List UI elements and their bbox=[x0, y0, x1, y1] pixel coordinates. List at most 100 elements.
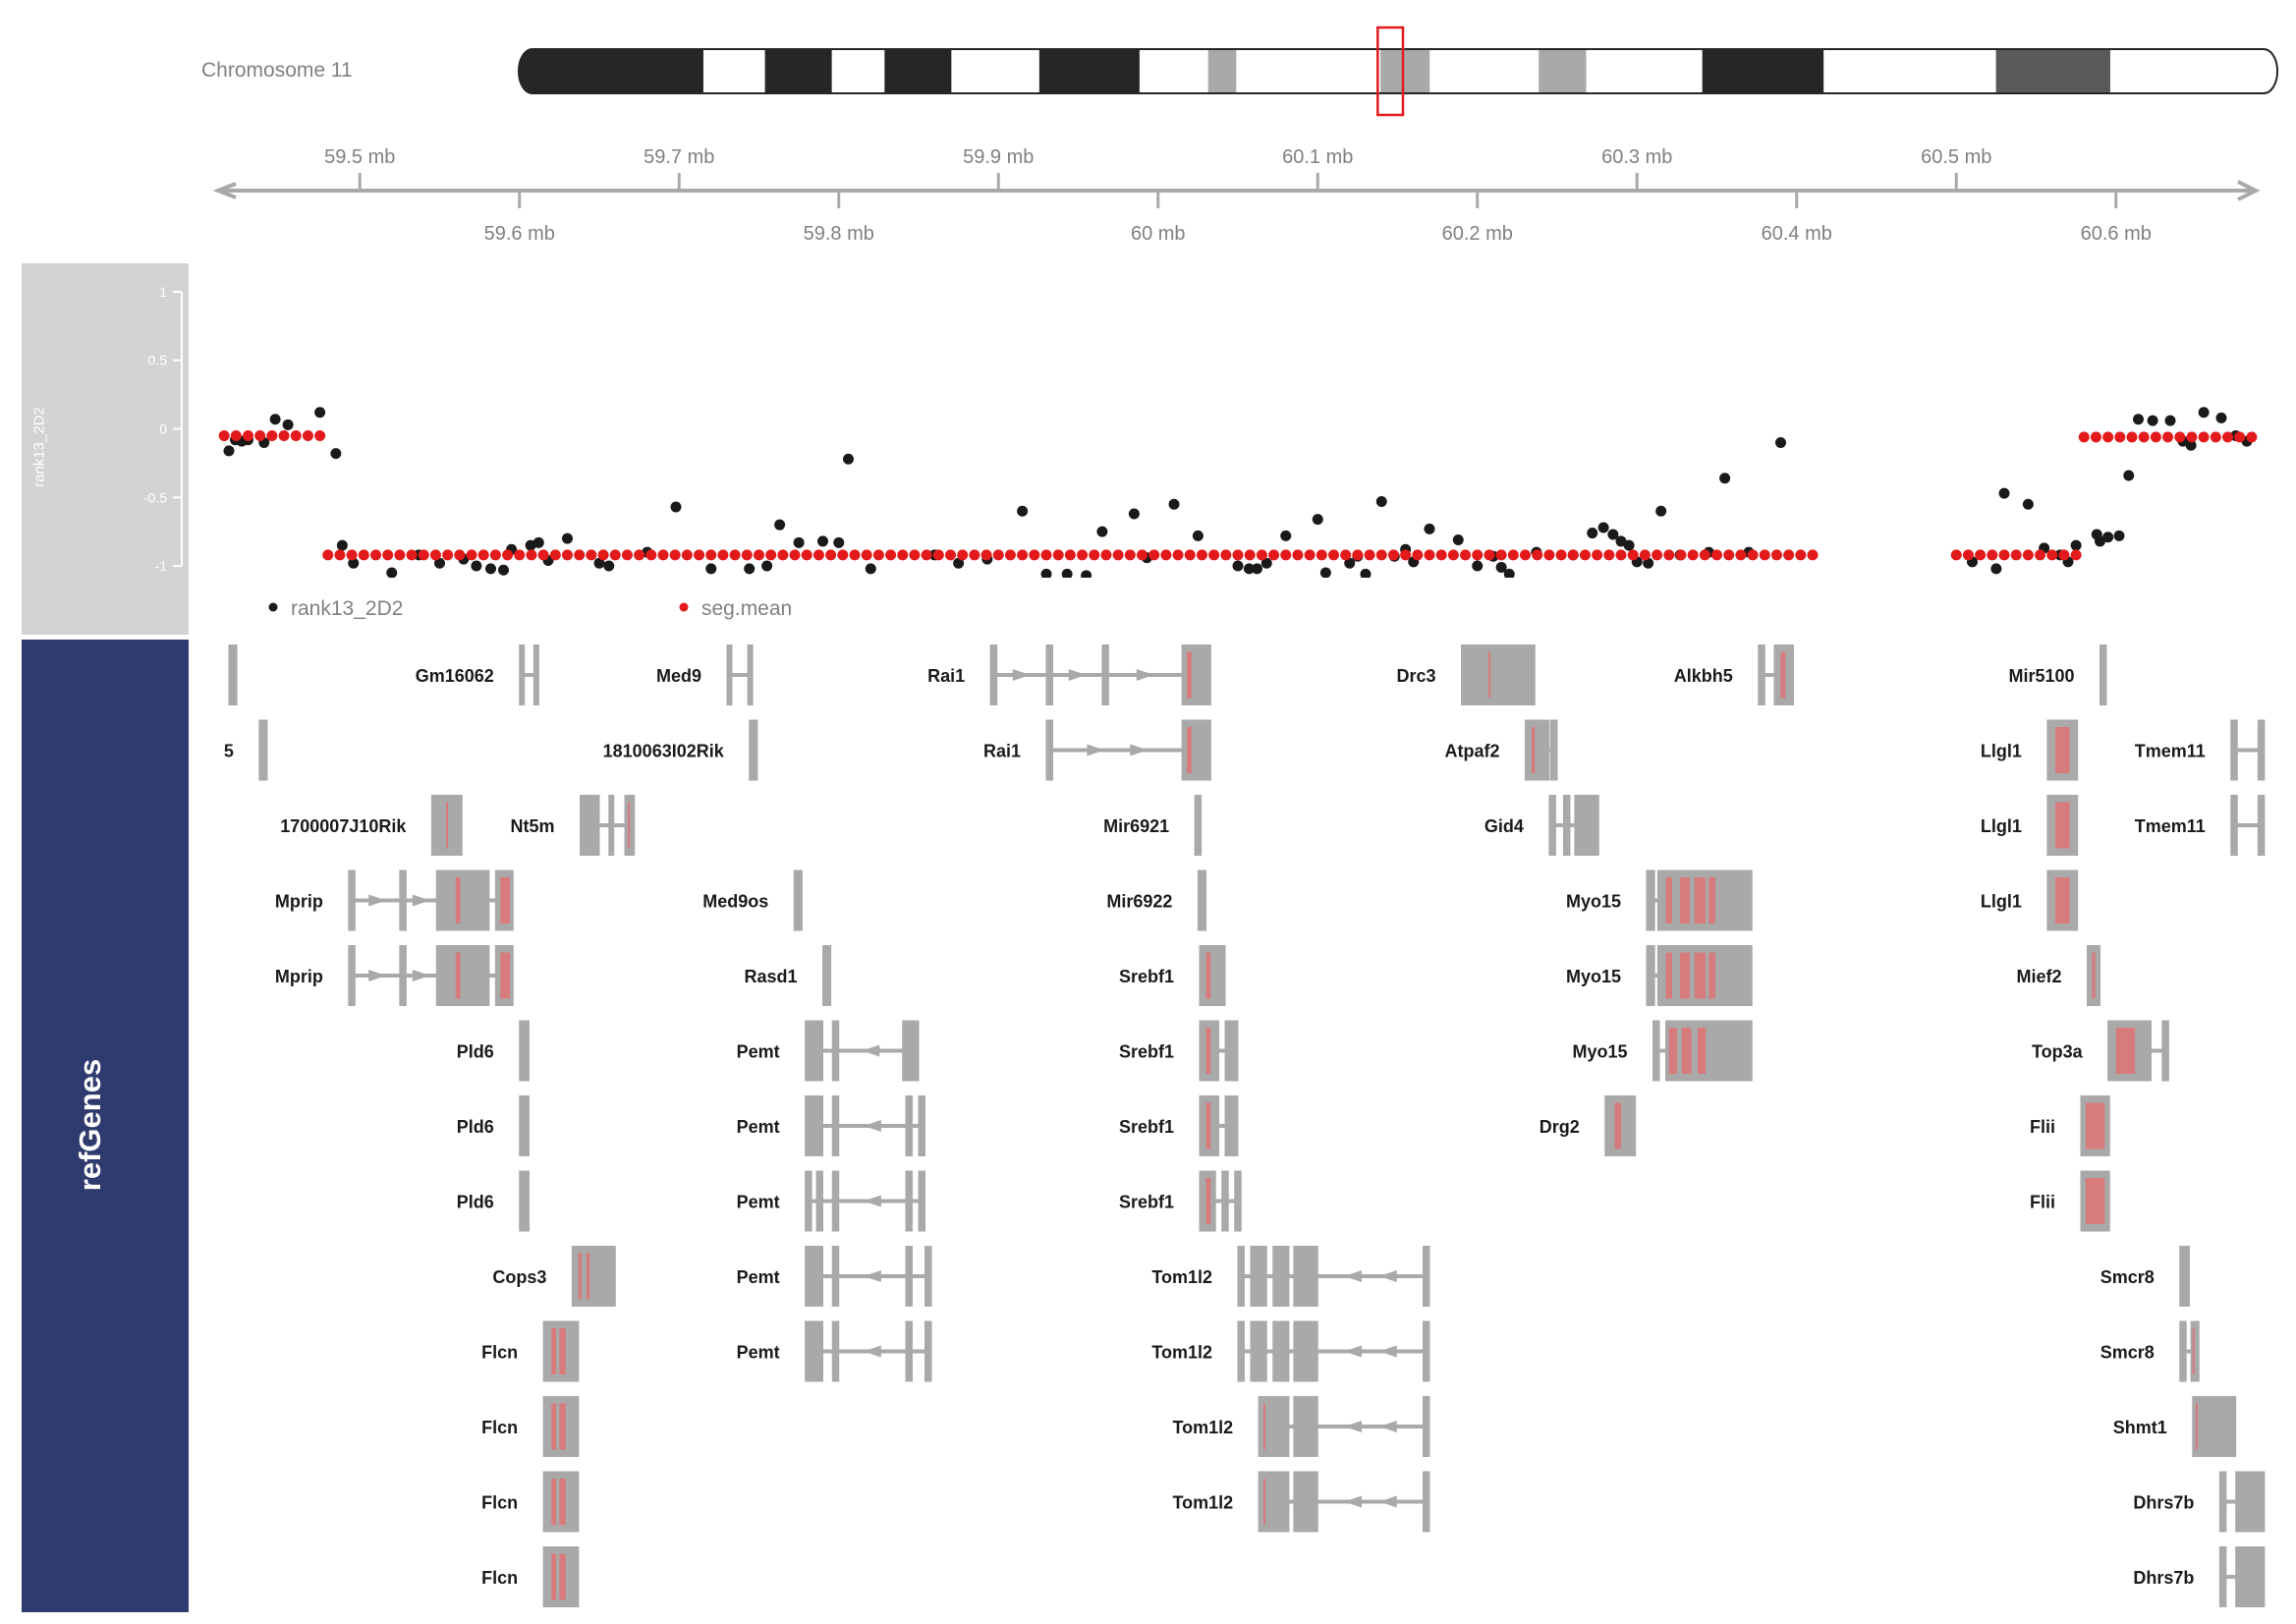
strand-arrow bbox=[1344, 1345, 1362, 1358]
gene-cds bbox=[500, 877, 510, 924]
gene-exon bbox=[2161, 1020, 2169, 1082]
segment-mean-point bbox=[1460, 549, 1472, 561]
segment-mean-point bbox=[2210, 431, 2221, 443]
segment-mean-point bbox=[358, 549, 369, 561]
gene-model: Pemt bbox=[737, 1246, 932, 1307]
segment-mean-point bbox=[2035, 549, 2046, 561]
data-point bbox=[670, 501, 682, 513]
gene-exon bbox=[831, 1095, 840, 1156]
gene-exon bbox=[831, 1170, 840, 1232]
gene-exon bbox=[1258, 1396, 1267, 1457]
gene-label: Rai1 bbox=[983, 742, 1021, 761]
strand-arrow bbox=[863, 1270, 881, 1282]
data-point bbox=[2215, 412, 2227, 423]
segment-mean-point bbox=[1579, 549, 1591, 561]
gene-model: Drg2 bbox=[1540, 1095, 1637, 1156]
segment-mean-point bbox=[1316, 549, 1327, 561]
segment-mean-point bbox=[969, 549, 980, 561]
gene-label: Mir6921 bbox=[1103, 816, 1169, 836]
gene-model: 5 bbox=[224, 719, 268, 781]
data-point bbox=[1998, 487, 2010, 499]
segment-mean-point bbox=[2102, 431, 2114, 443]
gene-exon bbox=[519, 1020, 530, 1082]
gene-model: Mir5100 bbox=[2008, 644, 2107, 705]
segment-mean-point bbox=[1495, 549, 1507, 561]
gene-exon bbox=[905, 1170, 913, 1232]
gene-model: Tmem11 bbox=[2135, 795, 2266, 856]
gene-exon bbox=[1272, 1320, 1290, 1382]
gene-exon bbox=[1423, 1246, 1430, 1307]
segment-mean-point bbox=[801, 549, 812, 561]
gene-exon bbox=[1423, 1471, 1430, 1533]
segment-mean-point bbox=[2198, 431, 2210, 443]
segment-mean-point bbox=[957, 549, 969, 561]
gene-label: Myo15 bbox=[1566, 967, 1621, 986]
gene-model: Drc3 bbox=[1396, 644, 1536, 705]
data-point bbox=[1424, 523, 1435, 534]
segment-mean-point bbox=[2222, 431, 2233, 443]
gene-exon bbox=[2230, 719, 2238, 781]
data-point bbox=[761, 560, 773, 572]
gene-model: Flii bbox=[2030, 1095, 2110, 1156]
segment-mean-point bbox=[370, 549, 381, 561]
gene-model bbox=[228, 644, 238, 705]
gene-model: Myo15 bbox=[1566, 945, 1753, 1006]
gene-exon bbox=[2179, 1320, 2187, 1382]
data-point bbox=[1607, 529, 1619, 540]
gene-label: Pemt bbox=[737, 1042, 780, 1062]
gene-exon bbox=[1250, 1320, 1267, 1382]
gene-model: Srebf1 bbox=[1119, 1020, 1239, 1082]
gene-label: Llgl1 bbox=[1981, 892, 2022, 912]
segment-mean-point bbox=[562, 549, 573, 561]
segment-mean-point bbox=[1232, 549, 1244, 561]
strand-arrow bbox=[1012, 669, 1031, 681]
gene-exon bbox=[2235, 1546, 2266, 1607]
segment-mean-point bbox=[1089, 549, 1100, 561]
gene-exon bbox=[1461, 644, 1536, 705]
segment-mean-point bbox=[322, 549, 334, 561]
data-point bbox=[1280, 530, 1292, 541]
gene-label: Srebf1 bbox=[1119, 967, 1174, 986]
gene-label: Tom1l2 bbox=[1151, 1343, 1212, 1363]
gene-label: Pemt bbox=[737, 1343, 780, 1363]
gene-exon bbox=[2190, 1320, 2200, 1382]
gene-label: 5 bbox=[224, 742, 234, 761]
gene-cds bbox=[1187, 727, 1192, 773]
gene-exon bbox=[793, 869, 803, 931]
data-point bbox=[348, 557, 360, 569]
gene-model: 1810063I02Rik bbox=[603, 719, 758, 781]
strand-arrow bbox=[1378, 1270, 1397, 1282]
gene-cds bbox=[1488, 651, 1491, 699]
segment-mean-point bbox=[2246, 431, 2258, 443]
segment-mean-point bbox=[1148, 549, 1160, 561]
segment-mean-point bbox=[1484, 549, 1495, 561]
gene-label: Tom1l2 bbox=[1172, 1493, 1233, 1513]
gene-exon bbox=[1045, 644, 1053, 705]
data-point bbox=[2102, 532, 2114, 543]
segment-mean-point bbox=[741, 549, 753, 561]
axis-tick-label: 60.3 mb bbox=[1601, 146, 1672, 168]
gene-label: Tmem11 bbox=[2135, 816, 2206, 836]
data-point bbox=[1360, 568, 1372, 578]
segment-mean-point bbox=[334, 549, 346, 561]
gene-model: Top3a bbox=[2032, 1020, 2169, 1082]
gene-model: Smcr8 bbox=[2100, 1246, 2190, 1307]
segment-mean-point bbox=[266, 429, 278, 441]
data-point bbox=[1775, 436, 1786, 448]
gene-cds bbox=[559, 1403, 566, 1450]
data-point bbox=[1587, 528, 1598, 539]
gene-model: Pemt bbox=[737, 1095, 925, 1156]
segment-mean-point bbox=[2174, 431, 2186, 443]
data-point bbox=[1128, 508, 1140, 520]
gene-cds bbox=[1780, 651, 1786, 699]
gene-exon bbox=[902, 1020, 920, 1082]
segment-mean-point bbox=[549, 549, 561, 561]
gene-exon bbox=[348, 945, 356, 1006]
segment-mean-point bbox=[586, 549, 597, 561]
data-point bbox=[1168, 498, 1180, 510]
segment-mean-point bbox=[2138, 431, 2150, 443]
gene-label: Flcn bbox=[481, 1568, 518, 1588]
axis-tick-label: 60.2 mb bbox=[1442, 223, 1513, 245]
segment-mean-point bbox=[1137, 549, 1148, 561]
segment-mean-point bbox=[1004, 549, 1016, 561]
